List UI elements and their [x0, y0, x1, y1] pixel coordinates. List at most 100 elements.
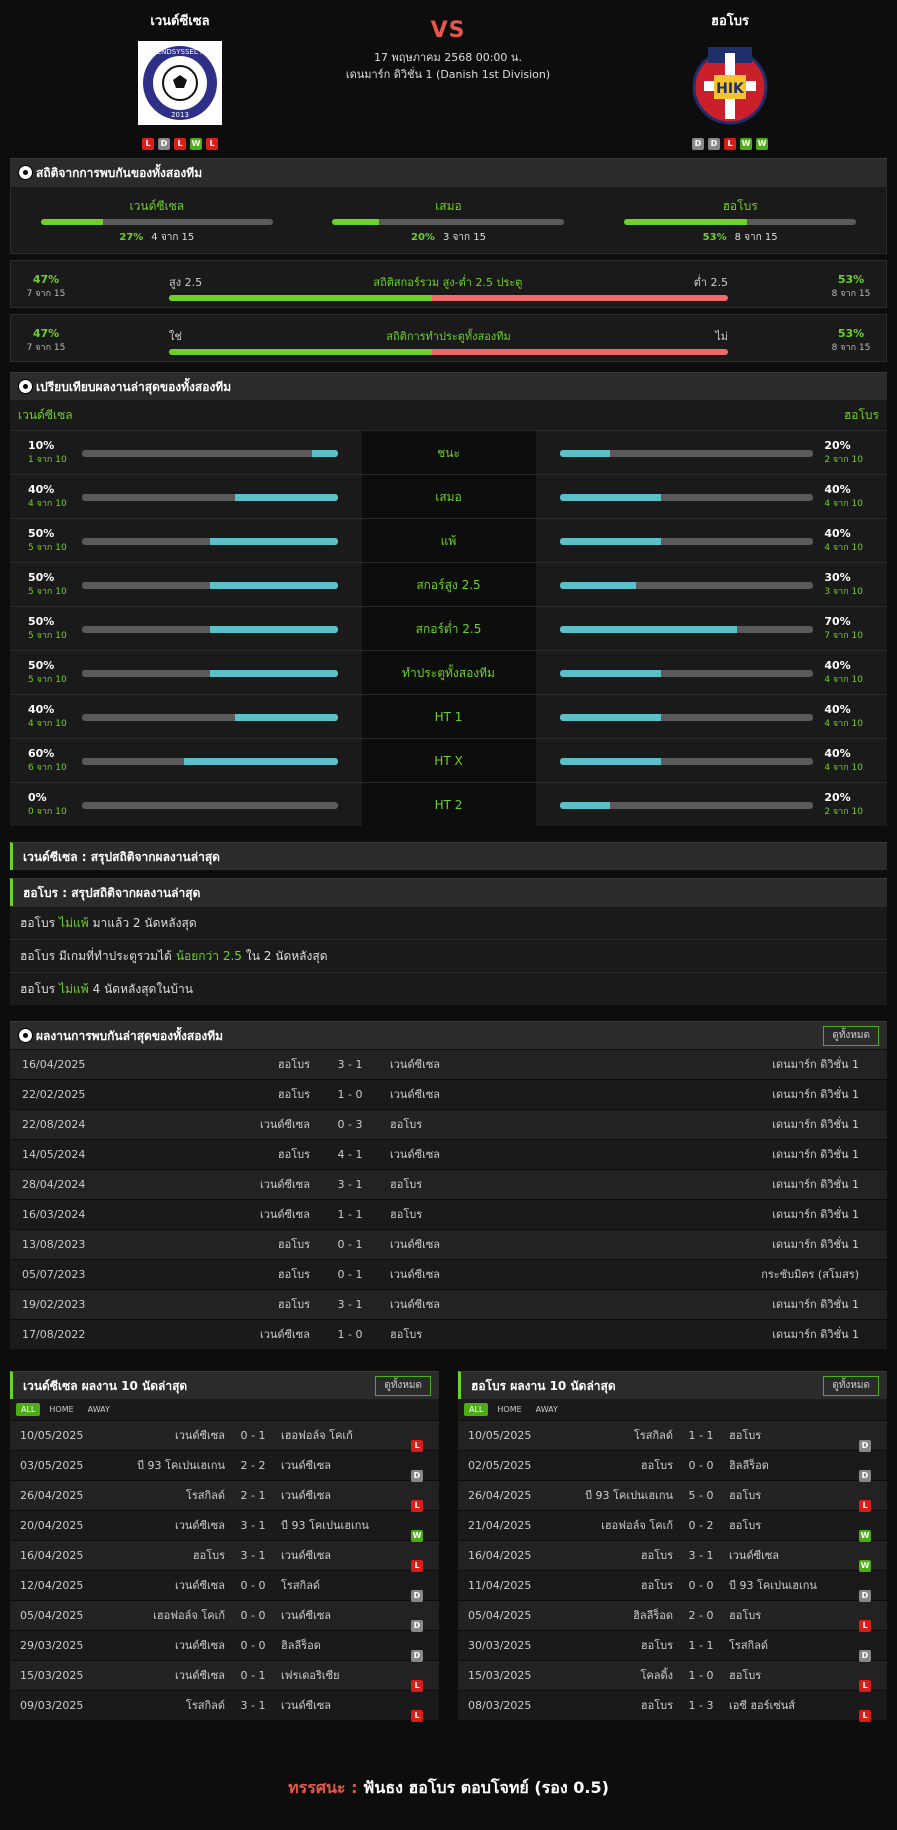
- result-badge: D: [859, 1650, 871, 1662]
- right-label: ต่ำ 2.5: [693, 276, 728, 289]
- match-row[interactable]: 14/05/2024 ฮอโบร 4 - 1 เวนด์ซีเซล เดนมาร์ก ด…: [10, 1139, 887, 1169]
- h2h-col: เสมอ 20% 3 จาก 15: [332, 197, 565, 245]
- home-pct: 50%: [28, 571, 55, 584]
- h2h-col-sub: 8 จาก 15: [734, 232, 778, 243]
- form-row[interactable]: 10/05/2025 โรสกิลด์ 1 - 1 ฮอโบร D: [458, 1420, 887, 1452]
- h2h-stats-header: สถิติจากการพบกันของทั้งสองทีม: [10, 158, 887, 186]
- match-row[interactable]: 28/04/2024 เวนด์ซีเซล 3 - 1 ฮอโบร เดนมาร์ก ด…: [10, 1169, 887, 1199]
- home-team: โรสกิลด์: [185, 1489, 225, 1502]
- view-all-button[interactable]: ดูทั้งหมด: [375, 1376, 431, 1396]
- home-team: ฮอโบร: [640, 1579, 673, 1592]
- form-row[interactable]: 26/04/2025 บี 93 โคเปนเฮเกน 5 - 0 ฮอโบร L: [458, 1480, 887, 1512]
- tab-home[interactable]: HOME: [49, 1405, 74, 1414]
- summary-text: มาแล้ว 2 นัดหลังสุด: [92, 916, 197, 930]
- match-row[interactable]: 05/07/2023 ฮอโบร 0 - 1 เวนด์ซีเซล กระชับมิตร…: [10, 1259, 887, 1289]
- form-row[interactable]: 02/05/2025 ฮอโบร 0 - 0 ฮิลลีร็อด D: [458, 1450, 887, 1482]
- form-row[interactable]: 26/04/2025 โรสกิลด์ 2 - 1 เวนด์ซีเซล L: [10, 1480, 439, 1512]
- tab-all[interactable]: ALL: [16, 1403, 41, 1416]
- form-row[interactable]: 09/03/2025 โรสกิลด์ 3 - 1 เวนด์ซีเซล L: [10, 1690, 439, 1722]
- away-pct: 40%: [824, 483, 851, 496]
- match-row[interactable]: 16/04/2025 ฮอโบร 3 - 1 เวนด์ซีเซล เดนมาร์ก ด…: [10, 1049, 887, 1079]
- result-badge: L: [411, 1680, 423, 1692]
- match-date: 30/03/2025: [468, 1639, 532, 1652]
- form-badge: W: [756, 138, 768, 150]
- form-row[interactable]: 05/04/2025 ฮิลลีร็อด 2 - 0 ฮอโบร L: [458, 1600, 887, 1632]
- compare-row: 40% 4 จาก 10 HT 1 40% 4 จาก 10: [10, 694, 887, 738]
- match-row[interactable]: 22/08/2024 เวนด์ซีเซล 0 - 3 ฮอโบร เดนมาร์ก ด…: [10, 1109, 887, 1139]
- away-sub: 4 จาก 10: [824, 543, 863, 553]
- result-badge: L: [411, 1710, 423, 1722]
- summary-team: ฮอโบร: [20, 982, 56, 996]
- h2h-result-split: เวนด์ซีเซล 27% 4 จาก 15 เสมอ 20% 3 จาก 15 ฮอโบ…: [10, 186, 887, 254]
- tab-away[interactable]: AWAY: [87, 1405, 110, 1414]
- home-summary-header[interactable]: เวนด์ซีเซล : สรุปสถิติจากผลงานล่าสุด: [10, 842, 887, 870]
- score: 0 - 2: [688, 1519, 714, 1532]
- score: 1 - 1: [337, 1208, 363, 1221]
- match-date: 22/02/2025: [22, 1088, 86, 1101]
- form-badge: D: [692, 138, 704, 150]
- stat-title: สถิติการทำประตูทั้งสองทีม: [386, 330, 511, 343]
- left-label: ใช่: [169, 330, 182, 343]
- view-all-button[interactable]: ดูทั้งหมด: [823, 1026, 879, 1046]
- form-row[interactable]: 20/04/2025 เวนด์ซีเซล 3 - 1 บี 93 โคเปนเฮเก…: [10, 1510, 439, 1542]
- away-team: เวนด์ซีเซล: [390, 1238, 441, 1251]
- form-row[interactable]: 21/04/2025 เฮอฟอล์จ โคเก้ 0 - 2 ฮอโบร W: [458, 1510, 887, 1542]
- form-row[interactable]: 05/04/2025 เฮอฟอล์จ โคเก้ 0 - 0 เวนด์ซีเซล D: [10, 1600, 439, 1632]
- match-row[interactable]: 16/03/2024 เวนด์ซีเซล 1 - 1 ฮอโบร เดนมาร์ก ด…: [10, 1199, 887, 1229]
- tab-home[interactable]: HOME: [497, 1405, 522, 1414]
- form-row[interactable]: 15/03/2025 โคลดิ้ง 1 - 0 ฮอโบร L: [458, 1660, 887, 1692]
- summary-team: ฮอโบร: [20, 916, 56, 930]
- h2h-col-label: เวนด์ซีเซล: [129, 199, 185, 213]
- view-all-button[interactable]: ดูทั้งหมด: [823, 1376, 879, 1396]
- compare-row: 40% 4 จาก 10 เสมอ 40% 4 จาก 10: [10, 474, 887, 518]
- form-row[interactable]: 29/03/2025 เวนด์ซีเซล 0 - 0 ฮิลลีร็อด D: [10, 1630, 439, 1662]
- match-row[interactable]: 17/08/2022 เวนด์ซีเซล 1 - 0 ฮอโบร เดนมาร์ก ด…: [10, 1319, 887, 1349]
- form-row[interactable]: 16/04/2025 ฮอโบร 3 - 1 เวนด์ซีเซล W: [458, 1540, 887, 1572]
- match-date: 16/04/2025: [468, 1549, 532, 1562]
- away-bar: [559, 758, 813, 765]
- home-team: ฮอโบร: [277, 1058, 310, 1071]
- form-row[interactable]: 30/03/2025 ฮอโบร 1 - 1 โรสกิลด์ D: [458, 1630, 887, 1662]
- match-date: 29/03/2025: [20, 1639, 84, 1652]
- home-team: เวนด์ซีเซล: [259, 1208, 310, 1221]
- compare-label: สกอร์ต่ำ 2.5: [361, 607, 536, 650]
- form-row[interactable]: 11/04/2025 ฮอโบร 0 - 0 บี 93 โคเปนเฮเกน D: [458, 1570, 887, 1602]
- summary-highlight: ไม่แพ้: [59, 982, 89, 996]
- away-pct: 70%: [824, 615, 851, 628]
- home-team: บี 93 โคเปนเฮเกน: [137, 1459, 225, 1472]
- home-sub: 5 จาก 10: [28, 631, 67, 641]
- score: 0 - 0: [240, 1579, 266, 1592]
- h2h-col-label: เสมอ: [435, 199, 462, 213]
- form-row[interactable]: 12/04/2025 เวนด์ซีเซล 0 - 0 โรสกิลด์ D: [10, 1570, 439, 1602]
- result-badge: L: [411, 1500, 423, 1512]
- away-sub: 3 จาก 10: [824, 587, 863, 597]
- away-bar: [559, 582, 813, 589]
- away-pct: 40%: [824, 703, 851, 716]
- home-bar: [82, 582, 338, 589]
- stat-title: สถิติสกอร์รวม สูง-ต่ำ 2.5 ประตู: [373, 276, 523, 289]
- league: เดนมาร์ก ดิวิชั่น 1: [772, 1148, 859, 1161]
- form-row[interactable]: 08/03/2025 ฮอโบร 1 - 3 เอซี ฮอร์เซ่นส์ L: [458, 1690, 887, 1722]
- form-row[interactable]: 15/03/2025 เวนด์ซีเซล 0 - 1 เฟรเดอริเซีย L: [10, 1660, 439, 1692]
- score: 5 - 0: [688, 1489, 714, 1502]
- right-label: ไม่: [715, 330, 728, 343]
- score: 0 - 1: [240, 1669, 266, 1682]
- match-row[interactable]: 22/02/2025 ฮอโบร 1 - 0 เวนด์ซีเซล เดนมาร์ก ด…: [10, 1079, 887, 1109]
- over-under-stats: 47% 7 จาก 15 53% 8 จาก 15 สูง 2.5 สถิติสกอร์ร…: [10, 260, 887, 308]
- away-summary-header[interactable]: ฮอโบร : สรุปสถิติจากผลงานล่าสุด: [10, 878, 887, 906]
- tab-all[interactable]: ALL: [464, 1403, 489, 1416]
- match-row[interactable]: 19/02/2023 ฮอโบร 3 - 1 เวนด์ซีเซล เดนมาร์ก ด…: [10, 1289, 887, 1319]
- form-row[interactable]: 16/04/2025 ฮอโบร 3 - 1 เวนด์ซีเซล L: [10, 1540, 439, 1572]
- match-row[interactable]: 13/08/2023 ฮอโบร 0 - 1 เวนด์ซีเซล เดนมาร์ก ด…: [10, 1229, 887, 1259]
- form-row[interactable]: 03/05/2025 บี 93 โคเปนเฮเกน 2 - 2 เวนด์ซีเซ…: [10, 1450, 439, 1482]
- tab-away[interactable]: AWAY: [535, 1405, 558, 1414]
- league: เดนมาร์ก ดิวิชั่น 1: [772, 1328, 859, 1341]
- compare-label: HT X: [361, 739, 536, 782]
- away-team: ฮอโบร: [729, 1669, 762, 1682]
- form-row[interactable]: 10/05/2025 เวนด์ซีเซล 0 - 1 เฮอฟอล์จ โคเก้ L: [10, 1420, 439, 1452]
- form-badge: D: [708, 138, 720, 150]
- left-sub: 7 จาก 15: [26, 289, 66, 299]
- away-team: เวนด์ซีเซล: [390, 1298, 441, 1311]
